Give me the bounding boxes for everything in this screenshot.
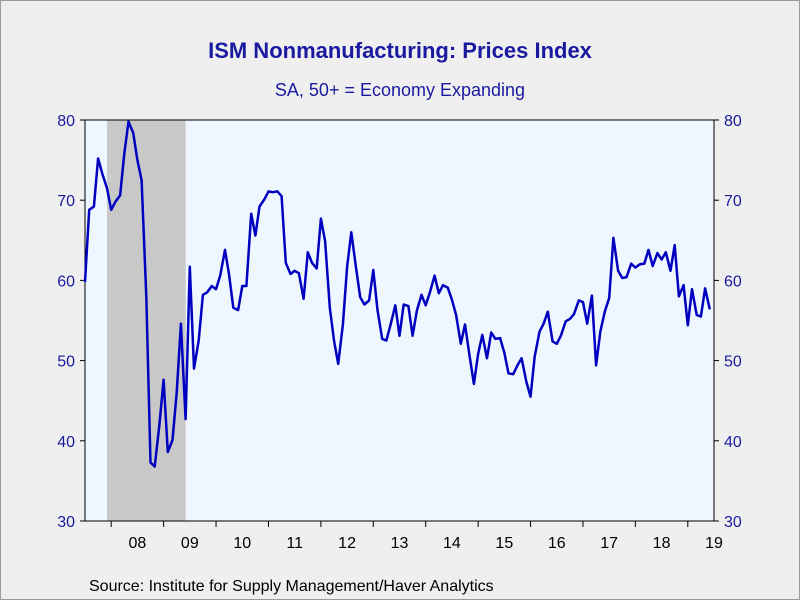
y-tick-label-left: 80 <box>57 113 75 130</box>
x-tick-label: 17 <box>600 535 618 552</box>
series-line <box>83 120 712 468</box>
x-tick-label: 10 <box>233 535 251 552</box>
x-tick-label: 19 <box>705 535 723 552</box>
x-tick-label: 15 <box>495 535 513 552</box>
plot-area <box>85 120 714 521</box>
y-tick-label-right: 50 <box>724 354 742 371</box>
y-tick-label-left: 70 <box>57 193 75 210</box>
chart-title: ISM Nonmanufacturing: Prices Index <box>208 38 592 63</box>
y-tick-label-right: 30 <box>724 514 742 531</box>
y-tick-label-right: 40 <box>724 434 742 451</box>
y-tick-label-right: 80 <box>724 113 742 130</box>
y-tick-label-left: 60 <box>57 273 75 290</box>
x-tick-label: 08 <box>129 535 147 552</box>
source-note: Source: Institute for Supply Management/… <box>89 578 494 595</box>
y-tick-label-left: 30 <box>57 514 75 531</box>
x-tick-label: 09 <box>181 535 199 552</box>
y-tick-label-right: 60 <box>724 273 742 290</box>
y-tick-label-left: 50 <box>57 354 75 371</box>
y-tick-label-left: 40 <box>57 434 75 451</box>
x-tick-label: 12 <box>338 535 356 552</box>
x-tick-label: 18 <box>653 535 671 552</box>
plot-border <box>84 119 715 522</box>
chart-subtitle: SA, 50+ = Economy Expanding <box>274 80 526 100</box>
x-tick-label: 14 <box>443 535 461 552</box>
x-tick-label: 13 <box>391 535 409 552</box>
y-tick-label-right: 70 <box>724 193 742 210</box>
x-tick-label: 16 <box>548 535 566 552</box>
x-tick-label: 11 <box>286 535 303 552</box>
